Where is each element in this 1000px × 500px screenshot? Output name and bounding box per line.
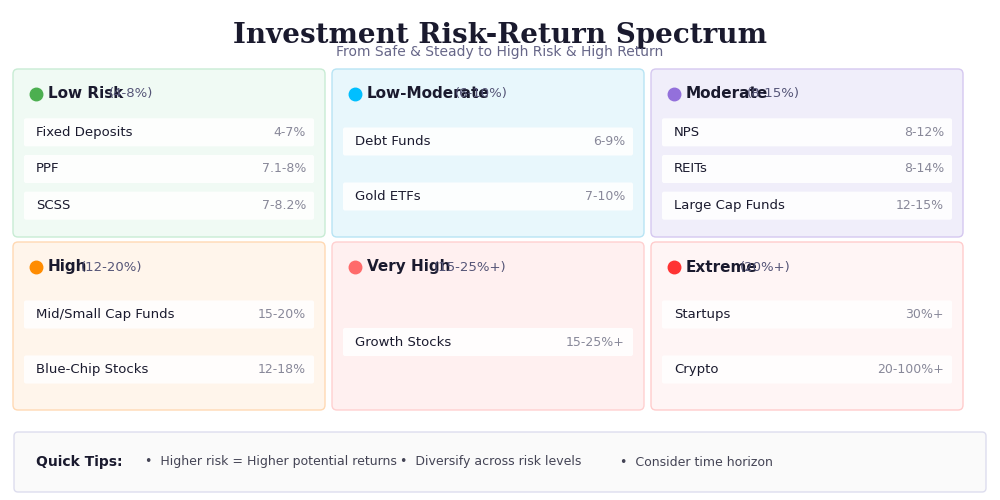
Text: Low Risk: Low Risk xyxy=(48,86,123,102)
Text: •  Consider time horizon: • Consider time horizon xyxy=(620,456,773,468)
FancyBboxPatch shape xyxy=(651,69,963,237)
FancyBboxPatch shape xyxy=(24,192,314,220)
Text: (8-15%): (8-15%) xyxy=(746,88,799,101)
Text: Debt Funds: Debt Funds xyxy=(355,135,430,148)
FancyBboxPatch shape xyxy=(662,192,952,220)
Text: Mid/Small Cap Funds: Mid/Small Cap Funds xyxy=(36,308,175,321)
Text: 15-25%+: 15-25%+ xyxy=(566,336,625,348)
Text: 4-7%: 4-7% xyxy=(274,126,306,139)
FancyBboxPatch shape xyxy=(662,155,952,183)
Text: Fixed Deposits: Fixed Deposits xyxy=(36,126,132,139)
Text: (12-20%): (12-20%) xyxy=(81,260,143,274)
FancyBboxPatch shape xyxy=(14,432,986,492)
Text: Extreme: Extreme xyxy=(686,260,758,274)
FancyBboxPatch shape xyxy=(343,128,633,156)
FancyBboxPatch shape xyxy=(24,118,314,146)
Text: 15-20%: 15-20% xyxy=(258,308,306,321)
Text: SCSS: SCSS xyxy=(36,199,70,212)
Text: Very High: Very High xyxy=(367,260,450,274)
Text: High: High xyxy=(48,260,88,274)
FancyBboxPatch shape xyxy=(332,69,644,237)
Text: (6-10%): (6-10%) xyxy=(455,88,507,101)
Text: 30%+: 30%+ xyxy=(906,308,944,321)
FancyBboxPatch shape xyxy=(13,69,325,237)
FancyBboxPatch shape xyxy=(24,356,314,384)
Text: 20-100%+: 20-100%+ xyxy=(877,363,944,376)
Text: REITs: REITs xyxy=(674,162,708,175)
Text: Investment Risk-Return Spectrum: Investment Risk-Return Spectrum xyxy=(233,22,767,49)
FancyBboxPatch shape xyxy=(332,242,644,410)
Text: (15-25%+): (15-25%+) xyxy=(434,260,507,274)
FancyBboxPatch shape xyxy=(662,356,952,384)
Text: 8-14%: 8-14% xyxy=(904,162,944,175)
Text: 8-12%: 8-12% xyxy=(904,126,944,139)
Text: Large Cap Funds: Large Cap Funds xyxy=(674,199,785,212)
Text: •  Diversify across risk levels: • Diversify across risk levels xyxy=(400,456,581,468)
Text: Low-Moderate: Low-Moderate xyxy=(367,86,490,102)
Text: Growth Stocks: Growth Stocks xyxy=(355,336,451,348)
Text: Crypto: Crypto xyxy=(674,363,718,376)
Text: (20%+): (20%+) xyxy=(740,260,790,274)
Text: 6-9%: 6-9% xyxy=(593,135,625,148)
Text: 7-8.2%: 7-8.2% xyxy=(262,199,306,212)
Text: Quick Tips:: Quick Tips: xyxy=(36,455,122,469)
FancyBboxPatch shape xyxy=(662,300,952,328)
Text: Blue-Chip Stocks: Blue-Chip Stocks xyxy=(36,363,148,376)
FancyBboxPatch shape xyxy=(24,155,314,183)
Text: •  Higher risk = Higher potential returns: • Higher risk = Higher potential returns xyxy=(145,456,397,468)
FancyBboxPatch shape xyxy=(24,300,314,328)
FancyBboxPatch shape xyxy=(343,328,633,356)
FancyBboxPatch shape xyxy=(343,182,633,210)
Text: 12-18%: 12-18% xyxy=(258,363,306,376)
Text: From Safe & Steady to High Risk & High Return: From Safe & Steady to High Risk & High R… xyxy=(336,45,664,59)
Text: 7-10%: 7-10% xyxy=(585,190,625,203)
Text: Moderate: Moderate xyxy=(686,86,768,102)
FancyBboxPatch shape xyxy=(651,242,963,410)
Text: Startups: Startups xyxy=(674,308,730,321)
Text: 12-15%: 12-15% xyxy=(896,199,944,212)
Text: 7.1-8%: 7.1-8% xyxy=(262,162,306,175)
FancyBboxPatch shape xyxy=(662,118,952,146)
Text: (4-8%): (4-8%) xyxy=(108,88,153,101)
Text: NPS: NPS xyxy=(674,126,700,139)
FancyBboxPatch shape xyxy=(13,242,325,410)
Text: Gold ETFs: Gold ETFs xyxy=(355,190,421,203)
Text: PPF: PPF xyxy=(36,162,60,175)
